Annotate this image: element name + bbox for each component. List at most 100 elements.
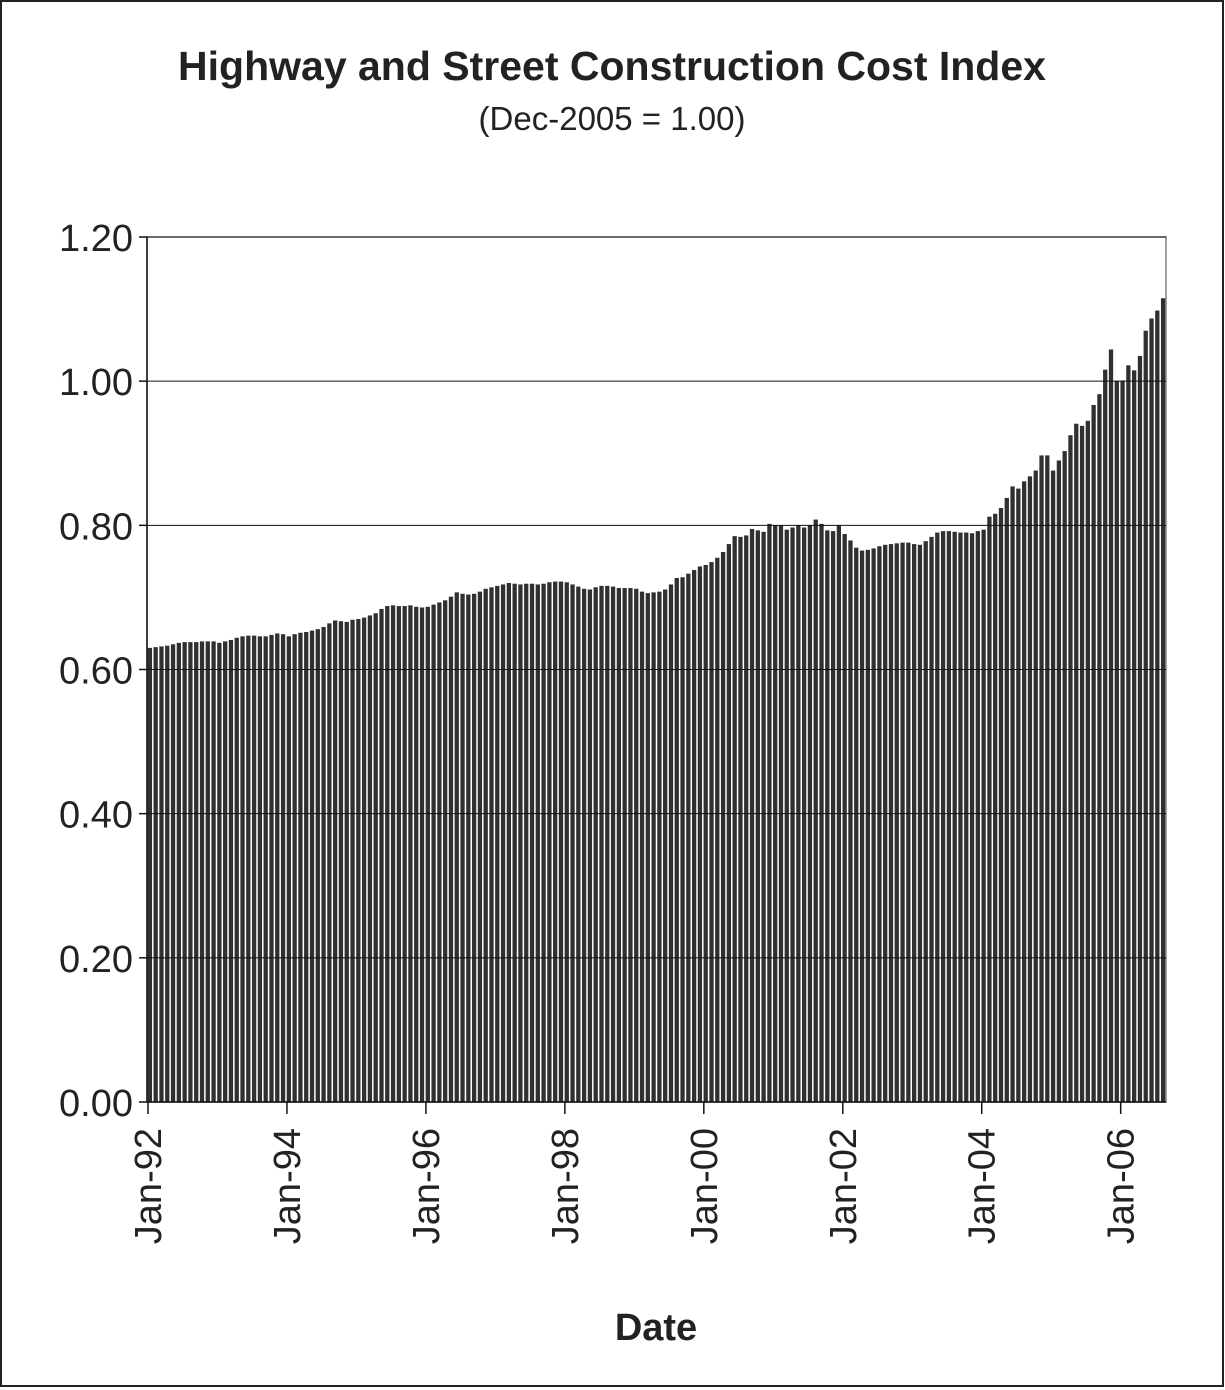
bar: [1097, 394, 1102, 1102]
bar: [535, 584, 540, 1102]
bar: [1004, 497, 1009, 1103]
bar: [385, 606, 390, 1102]
bar: [286, 636, 291, 1102]
bar: [969, 533, 975, 1102]
bar: [298, 632, 303, 1102]
bar: [489, 587, 494, 1102]
bar: [645, 593, 650, 1102]
bar: [616, 588, 622, 1102]
bar: [292, 634, 297, 1102]
bar: [1126, 365, 1131, 1102]
bar: [726, 544, 732, 1102]
bar: [784, 529, 789, 1102]
bar: [1155, 310, 1160, 1102]
bar: [877, 546, 882, 1102]
bar: [431, 604, 436, 1102]
bar: [246, 635, 251, 1102]
bar: [315, 629, 320, 1102]
bar: [981, 529, 986, 1102]
bar: [680, 577, 685, 1102]
bar: [367, 615, 373, 1102]
bar: [263, 636, 268, 1102]
bar: [170, 644, 176, 1102]
bar: [199, 641, 205, 1102]
bar: [541, 583, 546, 1102]
bar: [553, 581, 558, 1102]
y-tick-label: 0.40: [59, 795, 133, 837]
bar: [871, 548, 876, 1102]
bar: [987, 516, 992, 1102]
bar: [819, 523, 824, 1102]
bar: [651, 592, 656, 1102]
bar: [1016, 488, 1021, 1103]
bar: [1160, 298, 1166, 1102]
bar: [813, 519, 818, 1102]
bar: [361, 617, 367, 1102]
bar: [657, 591, 662, 1102]
bar: [1091, 404, 1096, 1102]
bar: [1143, 330, 1148, 1102]
bar: [466, 594, 471, 1102]
bar: [408, 605, 413, 1102]
bar: [1045, 455, 1050, 1103]
x-tick-label: Jan-04: [962, 1128, 1004, 1244]
bar: [419, 607, 425, 1102]
bar: [720, 552, 726, 1102]
bar: [564, 582, 569, 1102]
bar: [1108, 349, 1114, 1102]
bar: [912, 544, 917, 1102]
bar: [333, 620, 338, 1102]
bar: [790, 527, 795, 1102]
chart-title: Highway and Street Construction Cost Ind…: [178, 43, 1046, 89]
bar: [402, 606, 407, 1102]
bar: [321, 626, 326, 1102]
bar: [848, 540, 853, 1102]
bar: [228, 639, 234, 1102]
bar: [883, 544, 888, 1102]
x-tick-label: Jan-96: [406, 1128, 448, 1244]
bar: [327, 623, 332, 1102]
bar: [477, 591, 483, 1102]
bar: [993, 513, 998, 1102]
x-tick-label: Jan-06: [1101, 1128, 1143, 1244]
y-tick-label: 0.60: [59, 651, 133, 693]
x-tick-label: Jan-00: [684, 1128, 726, 1244]
bar: [1103, 369, 1108, 1103]
bar: [1114, 381, 1119, 1103]
bar: [1074, 423, 1079, 1103]
x-tick-label: Jan-98: [545, 1128, 587, 1244]
bar: [593, 587, 598, 1102]
bar: [842, 533, 847, 1102]
bar: [923, 541, 928, 1102]
bar: [854, 547, 859, 1102]
bar: [801, 527, 807, 1102]
bar: [524, 583, 529, 1102]
bar: [547, 582, 552, 1102]
y-tick-label: 1.20: [59, 218, 133, 260]
bar: [1137, 355, 1143, 1102]
bar: [176, 642, 181, 1102]
bar: [952, 531, 957, 1102]
bar: [946, 531, 952, 1102]
bar: [749, 528, 755, 1102]
chart-subtitle: (Dec-2005 = 1.00): [479, 100, 746, 137]
bar: [935, 532, 940, 1102]
bar: [1022, 481, 1027, 1102]
bar: [1027, 476, 1033, 1103]
y-tick-label: 1.00: [59, 362, 133, 404]
bar: [205, 641, 210, 1102]
bar: [691, 570, 697, 1102]
bar: [153, 647, 158, 1102]
bar: [425, 606, 430, 1102]
y-tick-label: 0.20: [59, 939, 133, 981]
bar: [454, 592, 459, 1102]
bar: [900, 542, 905, 1102]
bar: [1050, 470, 1056, 1102]
bar: [159, 646, 164, 1102]
bar: [471, 593, 477, 1102]
bar: [732, 536, 737, 1102]
bar: [709, 562, 714, 1102]
bar: [1039, 455, 1044, 1103]
